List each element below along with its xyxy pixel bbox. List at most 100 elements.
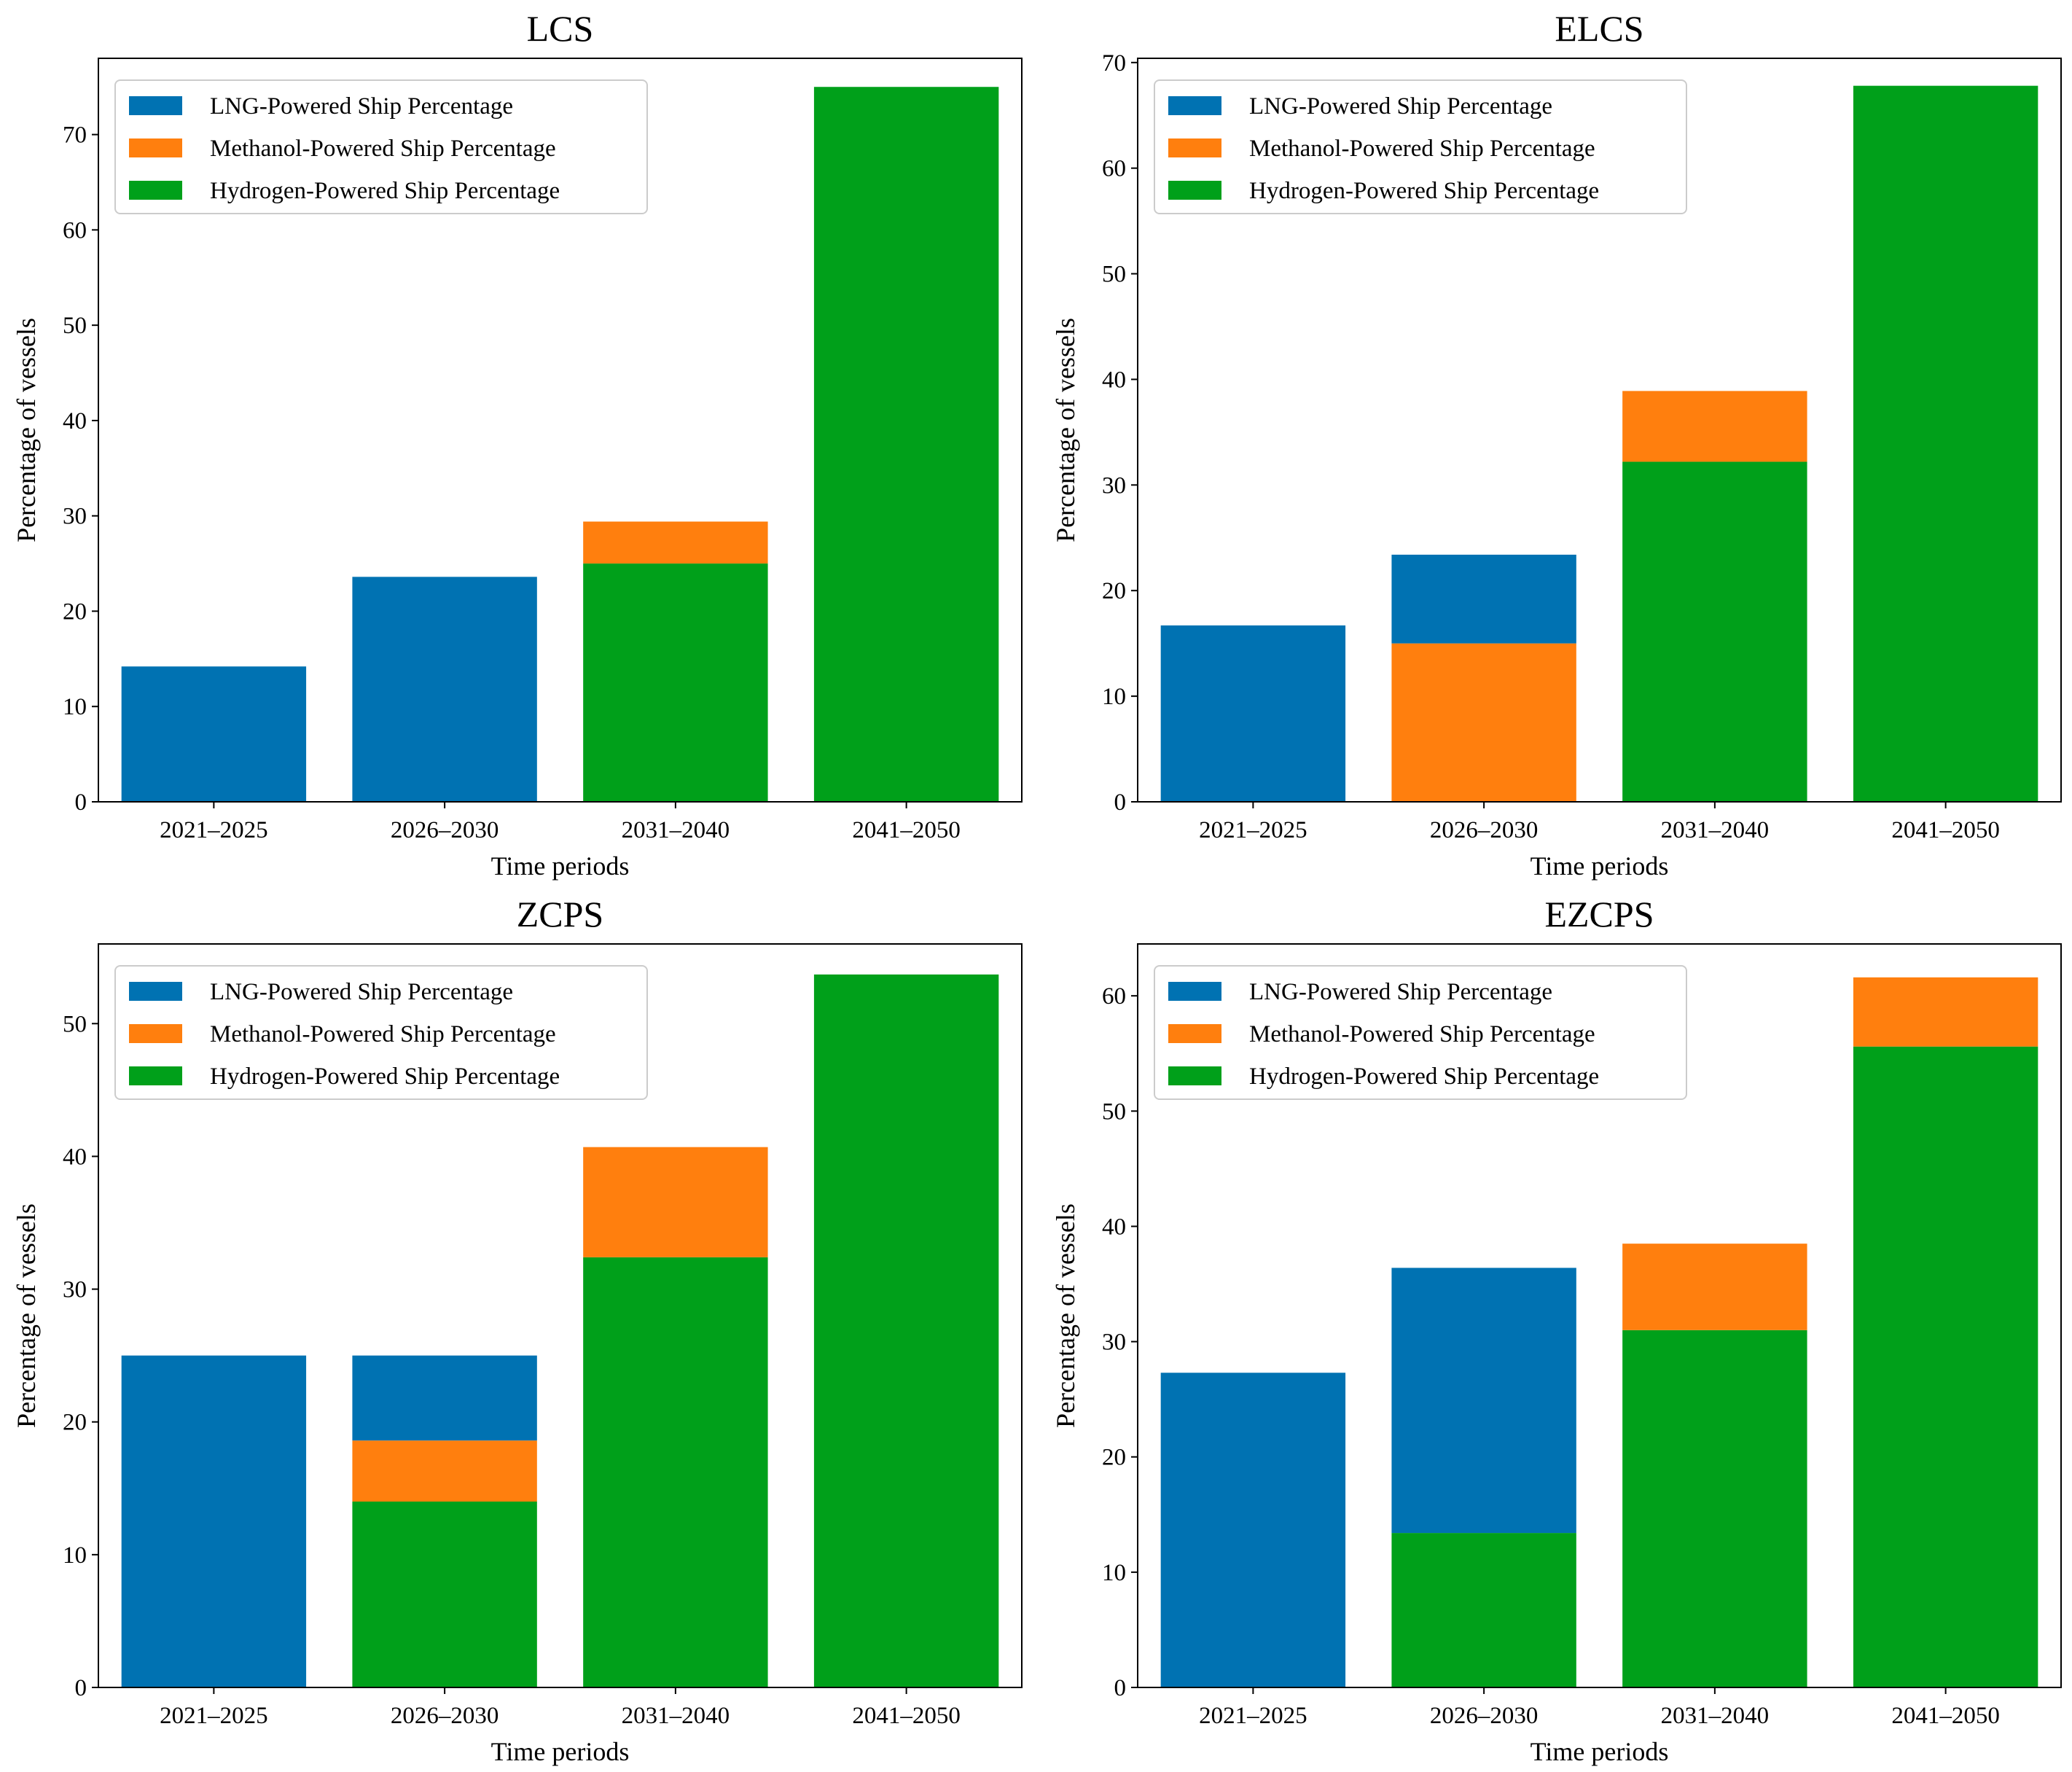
plot-frame: [1137, 58, 2062, 803]
y-tick-label: 30: [1102, 1330, 1126, 1356]
bar-methanol-1: [1391, 643, 1576, 802]
bar-lng-1: [1391, 554, 1576, 644]
bar-lng-0: [121, 666, 307, 802]
legend-frame: [1154, 965, 1687, 1100]
bar-methanol-2: [1622, 391, 1807, 462]
x-tick-label: 2031–2040: [1661, 817, 1770, 843]
bar-lng-1: [352, 1355, 537, 1441]
bar-lng-0: [1160, 1373, 1346, 1687]
bar-methanol-2: [583, 1147, 768, 1257]
y-tick-label: 60: [1102, 156, 1126, 182]
plot-frame: [1137, 943, 2062, 1688]
y-tick-label: 0: [75, 1675, 87, 1701]
bar-lng-1: [352, 577, 537, 802]
y-tick-label: 40: [63, 1144, 87, 1170]
y-tick-label: 10: [63, 1542, 87, 1569]
legend-label-methanol: Methanol-Powered Ship Percentage: [1249, 1021, 1595, 1047]
legend-swatch-hydrogen: [129, 1066, 182, 1085]
y-axis-label: Percentage of vessels: [1051, 318, 1080, 542]
legend-swatch-methanol: [1168, 138, 1221, 157]
x-axis-label: Time periods: [1530, 1737, 1669, 1766]
x-tick-label: 2021–2025: [1199, 1703, 1307, 1729]
plot-frame: [98, 943, 1023, 1688]
legend-label-hydrogen: Hydrogen-Powered Ship Percentage: [210, 1063, 560, 1090]
chart-ezcps: EZCPS 0 10 20 30 40 50 60 2021–2025 2026–2030 2031…: [1051, 894, 2062, 1766]
y-tick-label: 10: [1102, 684, 1126, 710]
y-tick-label: 50: [1102, 262, 1126, 288]
y-tick-label: 70: [63, 122, 87, 149]
y-tick-label: 20: [1102, 1445, 1126, 1471]
bar-methanol-2: [1622, 1244, 1807, 1330]
bar-hydrogen-3: [813, 87, 999, 803]
legend-label-lng: LNG-Powered Ship Percentage: [210, 979, 513, 1005]
bar-methanol-3: [1853, 977, 2038, 1047]
x-tick-label: 2031–2040: [622, 1703, 730, 1729]
x-tick-label: 2021–2025: [160, 817, 268, 843]
bar-hydrogen-2: [583, 563, 768, 802]
legend-swatch-lng: [129, 96, 182, 115]
legend-label-hydrogen: Hydrogen-Powered Ship Percentage: [210, 178, 560, 204]
chart-title: EZCPS: [1544, 894, 1654, 934]
y-tick-label: 30: [1102, 472, 1126, 499]
legend-label-methanol: Methanol-Powered Ship Percentage: [1249, 136, 1595, 162]
legend: LNG-Powered Ship Percentage Methanol-Powe…: [1154, 79, 1687, 214]
x-tick-label: 2026–2030: [391, 817, 499, 843]
legend-swatch-hydrogen: [129, 181, 182, 200]
x-axis-label: Time periods: [1530, 851, 1669, 881]
bar-hydrogen-3: [1853, 85, 2038, 803]
chart-title: LCS: [527, 8, 594, 49]
x-tick-label: 2031–2040: [622, 817, 730, 843]
y-tick-label: 20: [63, 1410, 87, 1436]
y-axis-label: Percentage of vessels: [12, 318, 41, 542]
y-tick-label: 0: [75, 789, 87, 816]
legend: LNG-Powered Ship Percentage Methanol-Powe…: [1154, 965, 1687, 1100]
x-tick-label: 2026–2030: [1430, 817, 1539, 843]
legend-frame: [114, 79, 648, 214]
legend-swatch-hydrogen: [1168, 181, 1221, 200]
bar-hydrogen-1: [352, 1502, 537, 1687]
x-tick-label: 2041–2050: [852, 1703, 961, 1729]
chart-elcs: ELCS 0 10 20 30 40 50 60 70 2021–2025 2026–2030 203…: [1051, 8, 2062, 881]
x-tick-label: 2031–2040: [1661, 1703, 1770, 1729]
legend: LNG-Powered Ship Percentage Methanol-Powe…: [114, 79, 648, 214]
y-tick-label: 0: [1114, 1675, 1127, 1701]
x-tick-label: 2026–2030: [1430, 1703, 1539, 1729]
legend-label-lng: LNG-Powered Ship Percentage: [1249, 93, 1552, 120]
legend-swatch-hydrogen: [1168, 1066, 1221, 1085]
plot-frame: [98, 58, 1023, 803]
legend-swatch-methanol: [1168, 1024, 1221, 1043]
chart-title: ELCS: [1555, 8, 1643, 49]
bar-hydrogen-2: [1622, 1330, 1807, 1687]
bar-lng-0: [121, 1355, 307, 1687]
bar-hydrogen-1: [1391, 1533, 1576, 1687]
bar-methanol-1: [352, 1440, 537, 1502]
y-axis-label: Percentage of vessels: [1051, 1203, 1080, 1428]
y-tick-label: 50: [63, 313, 87, 339]
y-tick-label: 30: [63, 504, 87, 530]
legend-swatch-lng: [1168, 982, 1221, 1001]
x-tick-label: 2041–2050: [1891, 1703, 2000, 1729]
x-tick-label: 2026–2030: [391, 1703, 499, 1729]
x-axis-label: Time periods: [491, 1737, 630, 1766]
legend-label-methanol: Methanol-Powered Ship Percentage: [210, 136, 556, 162]
x-tick-label: 2021–2025: [1199, 817, 1307, 843]
bar-hydrogen-2: [1622, 461, 1807, 802]
y-tick-label: 50: [63, 1011, 87, 1037]
legend-label-methanol: Methanol-Powered Ship Percentage: [210, 1021, 556, 1047]
bar-lng-1: [1391, 1268, 1576, 1534]
legend-swatch-methanol: [129, 1024, 182, 1043]
y-tick-label: 20: [63, 598, 87, 625]
y-tick-label: 10: [1102, 1560, 1126, 1586]
chart-title: ZCPS: [517, 894, 604, 934]
legend-label-hydrogen: Hydrogen-Powered Ship Percentage: [1249, 1063, 1599, 1090]
bar-hydrogen-2: [583, 1257, 768, 1687]
y-tick-label: 30: [63, 1277, 87, 1303]
legend-label-hydrogen: Hydrogen-Powered Ship Percentage: [1249, 178, 1599, 204]
x-tick-label: 2041–2050: [1891, 817, 2000, 843]
y-tick-label: 40: [1102, 367, 1126, 393]
bar-hydrogen-3: [1853, 1046, 2038, 1687]
y-tick-label: 10: [63, 694, 87, 720]
legend-label-lng: LNG-Powered Ship Percentage: [210, 93, 513, 120]
y-tick-label: 40: [63, 408, 87, 434]
y-axis-label: Percentage of vessels: [12, 1203, 41, 1428]
